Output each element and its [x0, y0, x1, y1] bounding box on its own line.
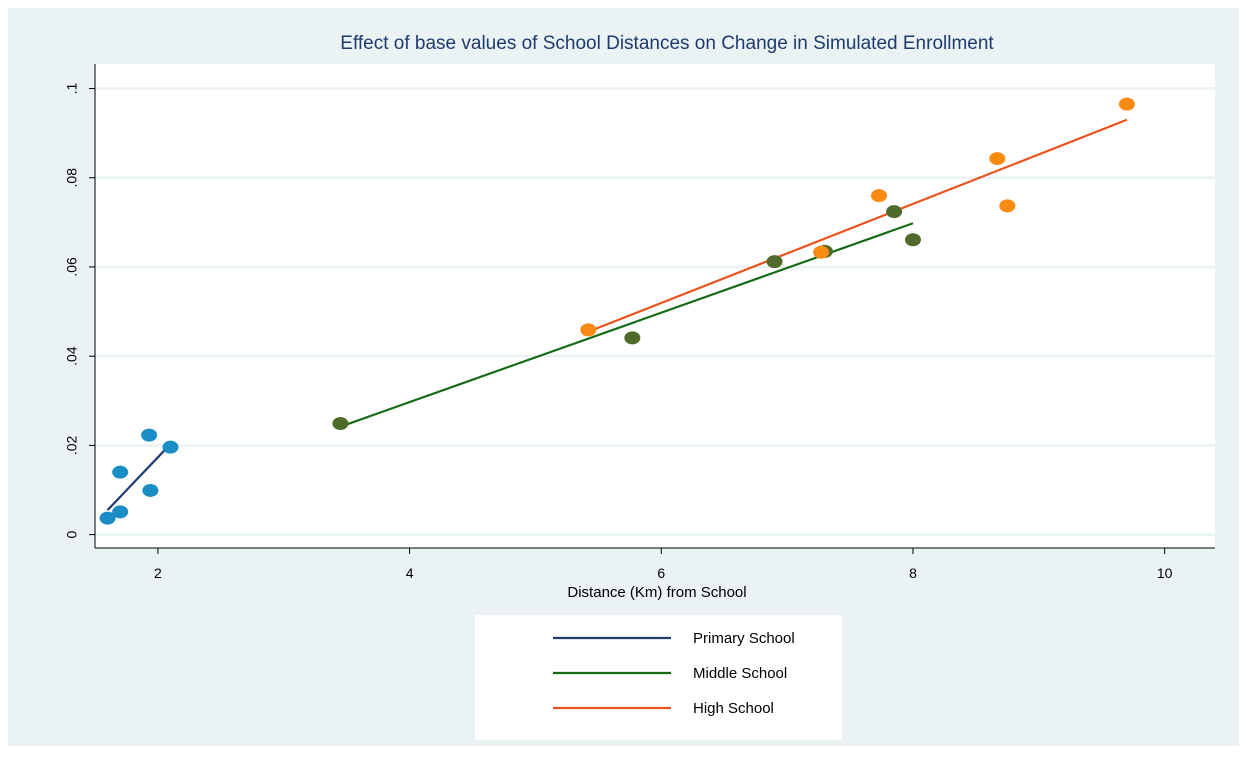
x-tick-label: 8 — [909, 565, 917, 581]
y-tick-label: .06 — [64, 257, 80, 277]
high-school-point — [813, 245, 830, 259]
high-school-point — [1118, 97, 1135, 111]
legend-label-high-school: High School — [693, 700, 774, 717]
high-school-fit-line — [587, 118, 1128, 333]
middle-school-point — [332, 417, 349, 431]
high-school-point — [989, 152, 1006, 166]
middle-school-point — [904, 233, 921, 247]
legend-box — [475, 615, 842, 740]
x-tick-label: 6 — [657, 565, 665, 581]
middle-school-point — [624, 331, 641, 345]
high-school-point — [999, 199, 1016, 213]
y-tick-label: 0 — [64, 531, 80, 539]
primary-school-point — [141, 428, 158, 442]
legend: Primary School Middle School High School — [475, 615, 842, 740]
middle-school-point — [886, 205, 903, 219]
gridlines — [95, 87, 1215, 536]
middle-school-point — [766, 255, 783, 269]
x-tick-label: 2 — [154, 565, 162, 581]
chart-title: Effect of base values of School Distance… — [340, 33, 994, 54]
primary-school-point — [112, 465, 129, 479]
x-axis-title: Distance (Km) from School — [567, 584, 746, 601]
axis-ticks: 0 .02 .04 .06 .08 .1 2 4 6 8 10 — [64, 82, 1173, 581]
primary-school-point — [162, 440, 179, 454]
primary-school-fit-line — [106, 443, 172, 511]
axes — [94, 64, 1215, 549]
y-tick-label: .1 — [64, 82, 80, 94]
legend-items: Primary School Middle School High School — [553, 630, 795, 717]
legend-label-middle-school: Middle School — [693, 665, 787, 682]
y-tick-label: .08 — [64, 168, 80, 188]
y-tick-label: .02 — [64, 435, 80, 455]
y-tick-label: .04 — [64, 346, 80, 366]
x-tick-label: 10 — [1157, 565, 1173, 581]
legend-label-primary-school: Primary School — [693, 630, 795, 647]
primary-school-point — [99, 511, 116, 525]
x-tick-label: 4 — [406, 565, 414, 581]
data-points — [99, 97, 1135, 525]
high-school-point — [580, 323, 597, 337]
primary-school-point — [142, 483, 159, 497]
primary-school-point — [112, 505, 129, 519]
high-school-point — [871, 189, 887, 203]
